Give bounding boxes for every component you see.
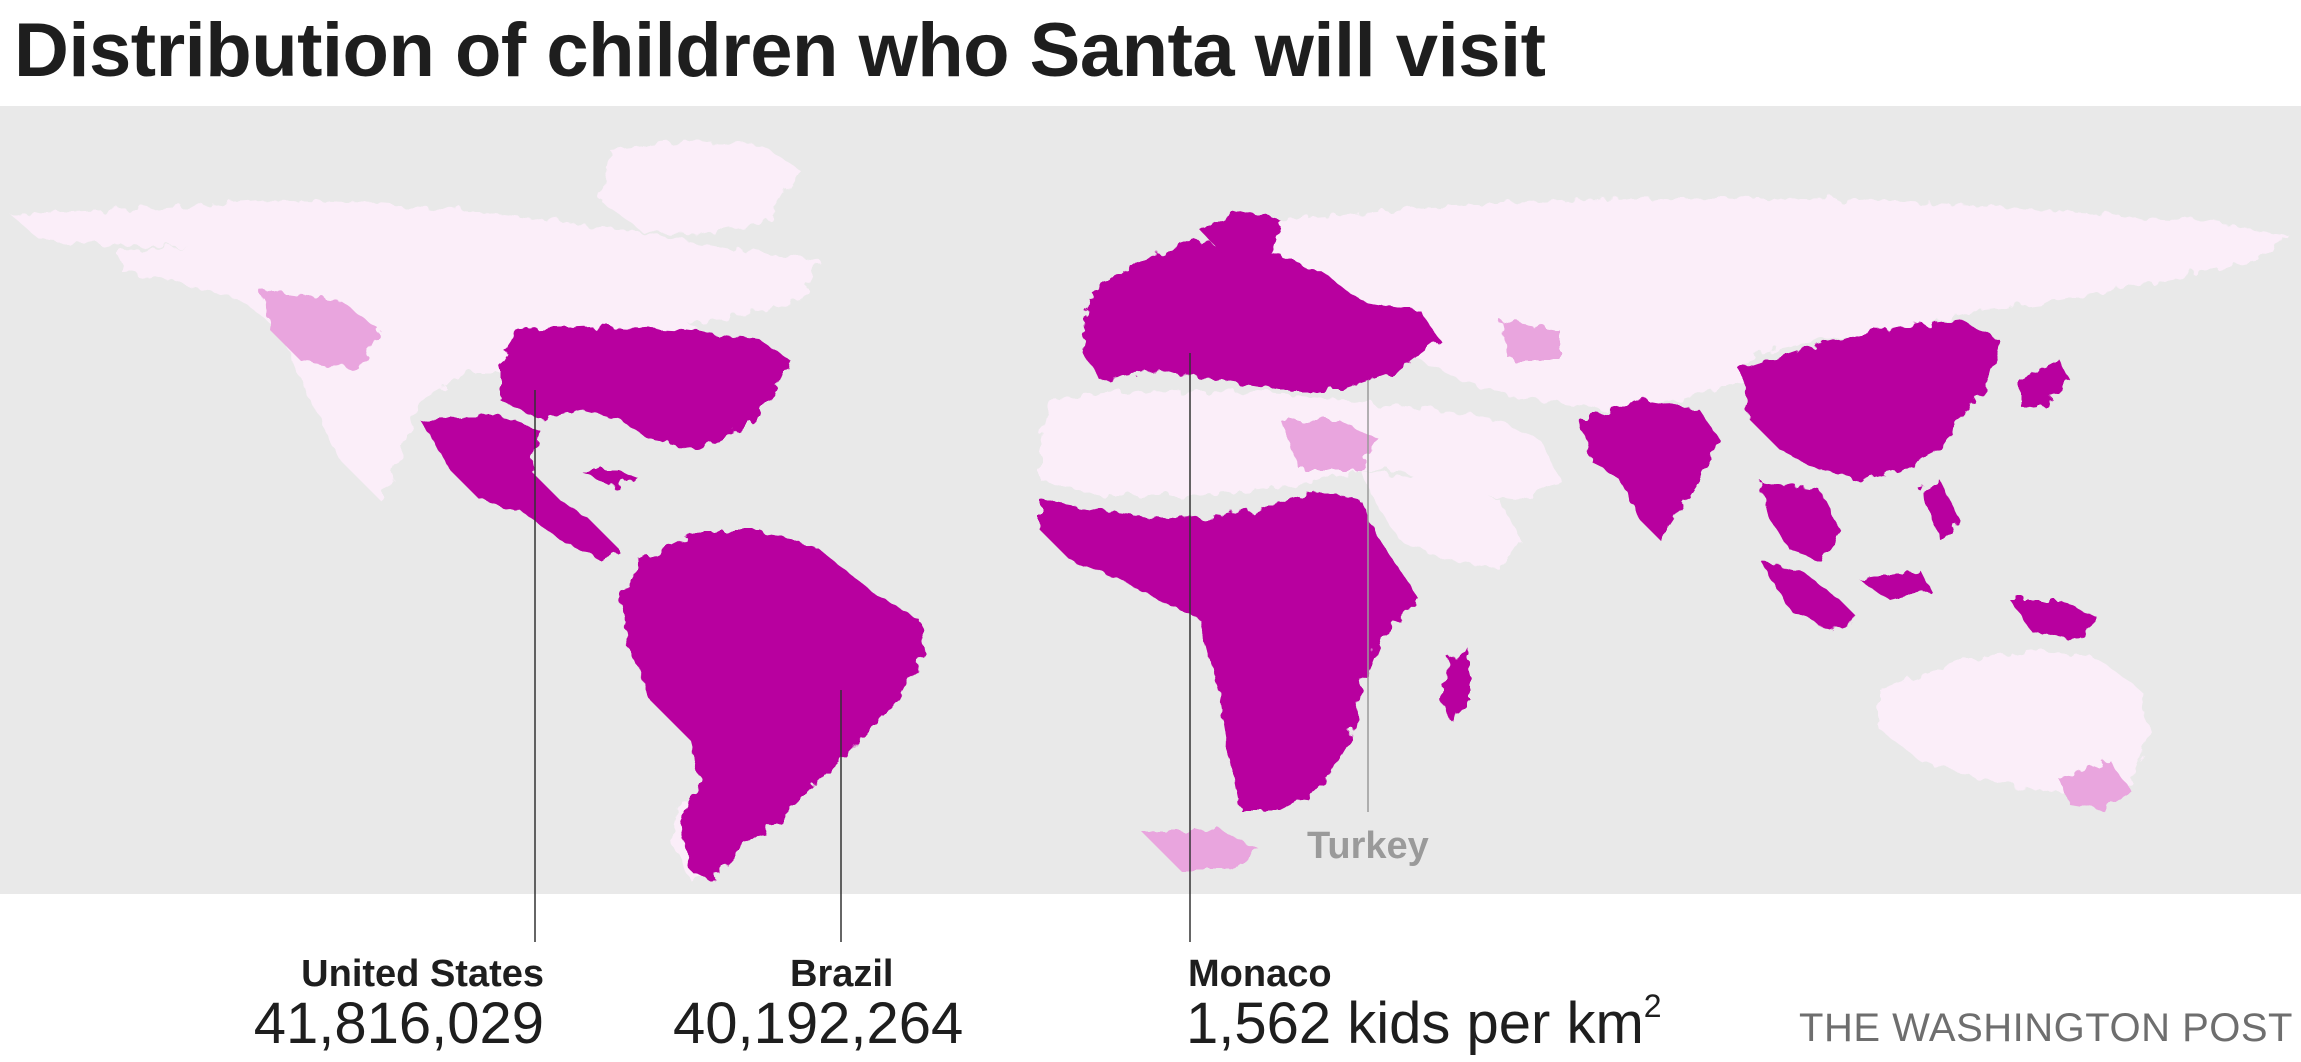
land-mid-density [260,290,2130,870]
callout-monaco-value: 1,562 kids per km2 [1186,990,1662,1056]
leader-lines [534,353,1191,942]
page-title: Distribution of children who Santa will … [14,8,1546,93]
land-high-density [420,210,2100,880]
turkey-label: Turkey [1307,825,1429,867]
callout-united-states-value: 41,816,029 [253,991,544,1056]
callout-brazil-name: Brazil [790,953,894,995]
callout-brazil-value: 40,192,264 [673,991,964,1056]
callout-monaco-name: Monaco [1188,953,1332,995]
monaco-density-text: 1,562 kids per km [1186,991,1644,1056]
land-low-density [10,142,2290,880]
monaco-density-unit-exponent: 2 [1643,988,1662,1024]
callout-united-states-name: United States [301,953,544,995]
credit-washington-post: THE WASHINGTON POST [1799,1006,2293,1050]
